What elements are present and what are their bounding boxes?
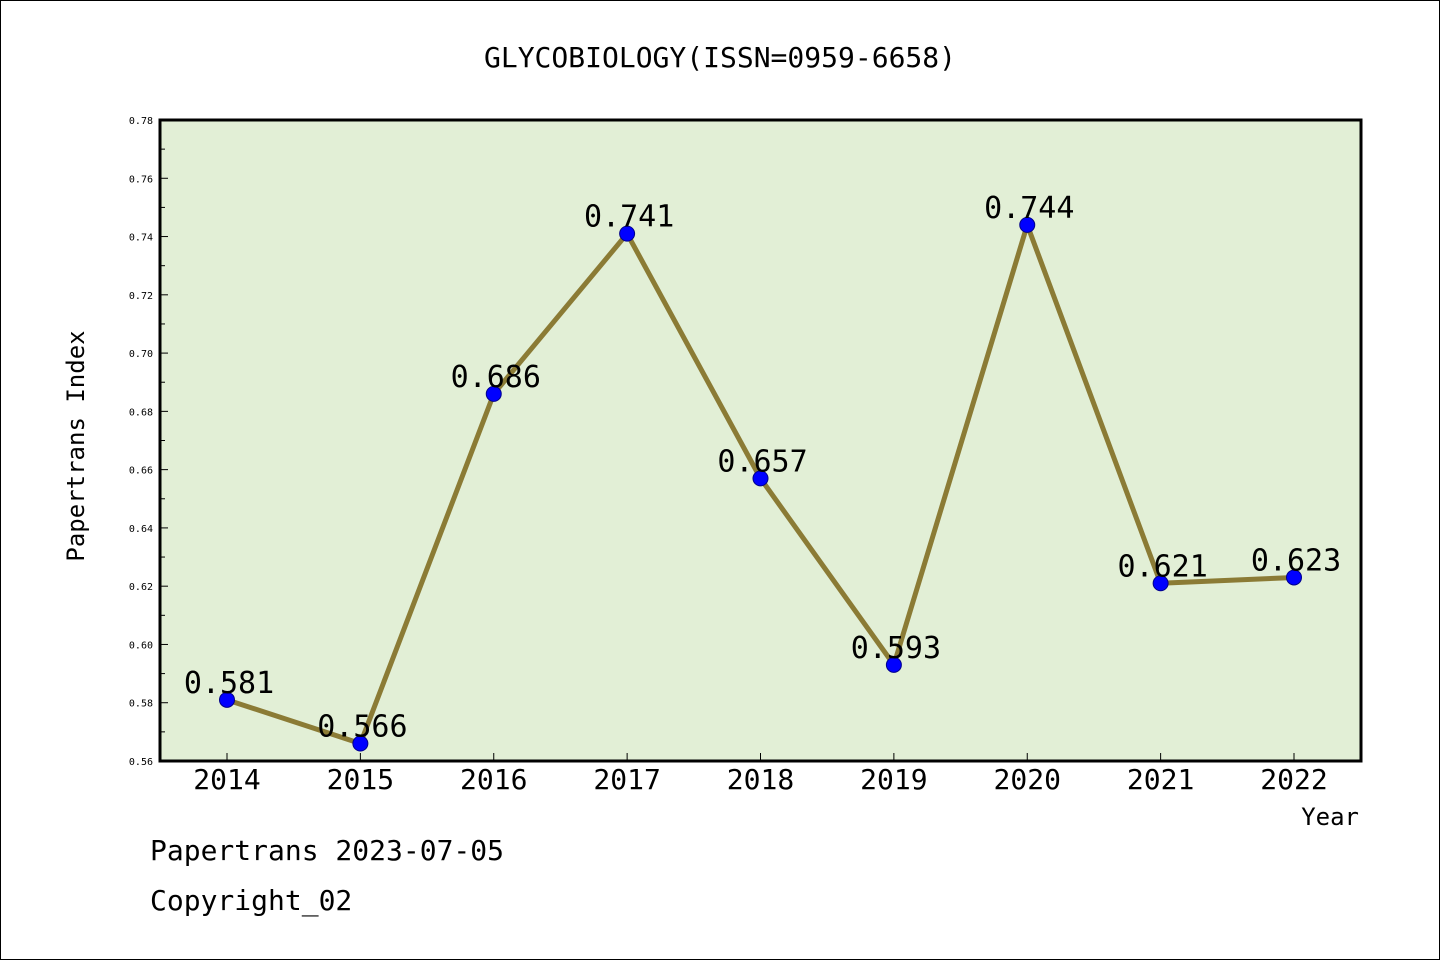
x-tick-label: 2016	[460, 763, 527, 796]
y-tick-label: 0.74	[129, 233, 153, 244]
data-label: 0.581	[184, 666, 274, 701]
y-axis-label: Papertrans Index	[62, 330, 90, 561]
data-label: 0.623	[1251, 543, 1341, 578]
data-point	[352, 735, 369, 752]
footer-date: Papertrans 2023-07-05	[150, 834, 505, 867]
data-label: 0.621	[1117, 549, 1207, 584]
data-label: 0.741	[584, 200, 674, 235]
y-tick-label: 0.72	[129, 291, 153, 302]
data-point	[1019, 216, 1036, 233]
x-tick-label: 2021	[1127, 763, 1194, 796]
data-point	[619, 225, 636, 242]
y-tick-label: 0.56	[129, 757, 153, 768]
data-label: 0.686	[451, 360, 541, 395]
x-tick-label: 2022	[1260, 763, 1327, 796]
x-axis: 2014 2015 2016 2017 2018 2019 2020 2021 2022	[193, 753, 1328, 796]
data-point	[219, 691, 235, 708]
data-label: 0.744	[984, 191, 1074, 226]
y-tick-label: 0.58	[129, 699, 153, 710]
data-point	[885, 656, 902, 673]
data-label: 0.657	[717, 444, 807, 479]
chart-title: GLYCOBIOLOGY(ISSN=0959-6658)	[484, 41, 956, 74]
x-tick-label: 2018	[727, 763, 794, 796]
data-point	[485, 385, 502, 402]
data-label: 0.593	[851, 631, 941, 666]
x-tick-label: 2019	[860, 763, 927, 796]
footer-copyright: Copyright_02	[150, 884, 353, 917]
y-tick-label: 0.70	[129, 349, 153, 360]
x-tick-label: 2017	[593, 763, 660, 796]
plot-area	[158, 118, 1363, 763]
x-tick-label: 2015	[327, 763, 394, 796]
y-tick-label: 0.68	[129, 407, 153, 418]
x-axis-label: Year	[1301, 803, 1359, 831]
y-axis: 0.56 0.58 0.60 0.62 0.64 0.66 0.68 0.70 0.72 0.74…	[129, 116, 168, 768]
y-tick-label: 0.60	[129, 640, 153, 651]
y-tick-label: 0.64	[129, 524, 153, 535]
series-layer: 0.581 0.566 0.686 0.741 0.657 0.593 0.744 0.621…	[184, 191, 1341, 752]
y-tick-label: 0.76	[129, 174, 153, 185]
y-tick-label: 0.66	[129, 466, 153, 477]
y-tick-label: 0.78	[129, 116, 153, 127]
data-point	[1286, 569, 1302, 586]
x-tick-label: 2014	[193, 763, 260, 796]
data-point	[752, 470, 769, 487]
data-point	[1152, 575, 1169, 592]
y-tick-label: 0.62	[129, 582, 153, 593]
x-tick-label: 2020	[994, 763, 1061, 796]
data-label: 0.566	[317, 710, 407, 745]
